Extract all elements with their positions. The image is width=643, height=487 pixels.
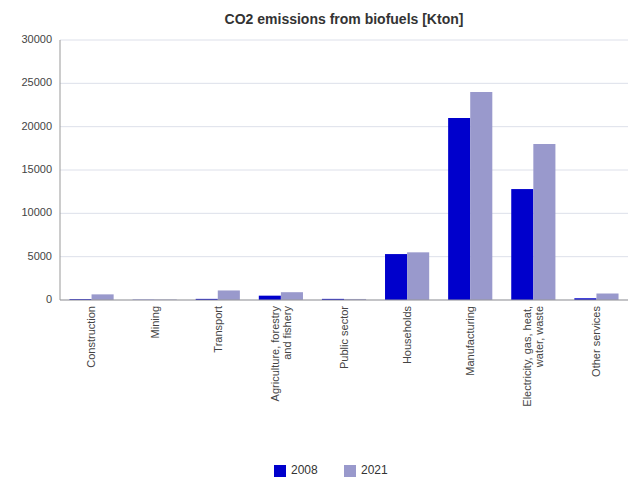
x-tick-label: Other services (590, 306, 602, 377)
bar (407, 252, 429, 300)
bar (596, 294, 618, 301)
bar (470, 92, 492, 300)
grid-line (60, 83, 628, 84)
legend-swatch (274, 465, 286, 477)
grid-line (60, 300, 628, 301)
y-tick-label: 5000 (28, 250, 52, 262)
x-tick-label: Mining (149, 306, 161, 338)
x-tick-label: Manufacturing (464, 306, 476, 376)
legend: 2008 2021 (274, 463, 388, 477)
grid-line (60, 40, 628, 41)
legend-swatch (344, 465, 356, 477)
bar (385, 254, 407, 300)
grid-line (60, 126, 628, 127)
x-tick-label: Electricity, gas, heat,water, waste (521, 306, 545, 407)
y-axis-line (60, 40, 61, 300)
x-axis-line (60, 300, 628, 301)
x-tick-label: Agriculture, forestryand fishery (269, 306, 293, 402)
bar (448, 118, 470, 300)
y-tick-label: 0 (46, 293, 52, 305)
bar (511, 189, 533, 300)
legend-label: 2008 (291, 463, 318, 477)
legend-label: 2021 (361, 463, 388, 477)
y-tick-label: 10000 (21, 206, 52, 218)
bar (218, 290, 240, 300)
x-tick-label: Construction (85, 306, 97, 368)
x-tick-label: Public sector (338, 306, 350, 369)
y-tick-label: 20000 (21, 120, 52, 132)
grid (60, 40, 628, 300)
bar (533, 144, 555, 300)
y-tick-label: 30000 (21, 33, 52, 45)
y-axis: 0 5000 10000 15000 20000 25000 30000 (21, 33, 52, 305)
x-axis: Construction Mining Transport Agriculture, … (85, 306, 602, 407)
bar (92, 294, 114, 300)
title: CO2 emissions from biofuels [Kton] (225, 11, 464, 27)
y-tick-label: 25000 (21, 76, 52, 88)
bar (259, 296, 281, 300)
chart: 0 5000 10000 15000 20000 25000 30000 Constructi… (0, 0, 643, 487)
x-tick-label: Households (401, 306, 413, 365)
bars (69, 92, 618, 300)
bar (281, 292, 303, 300)
x-tick-label: Transport (212, 306, 224, 353)
y-tick-label: 15000 (21, 163, 52, 175)
